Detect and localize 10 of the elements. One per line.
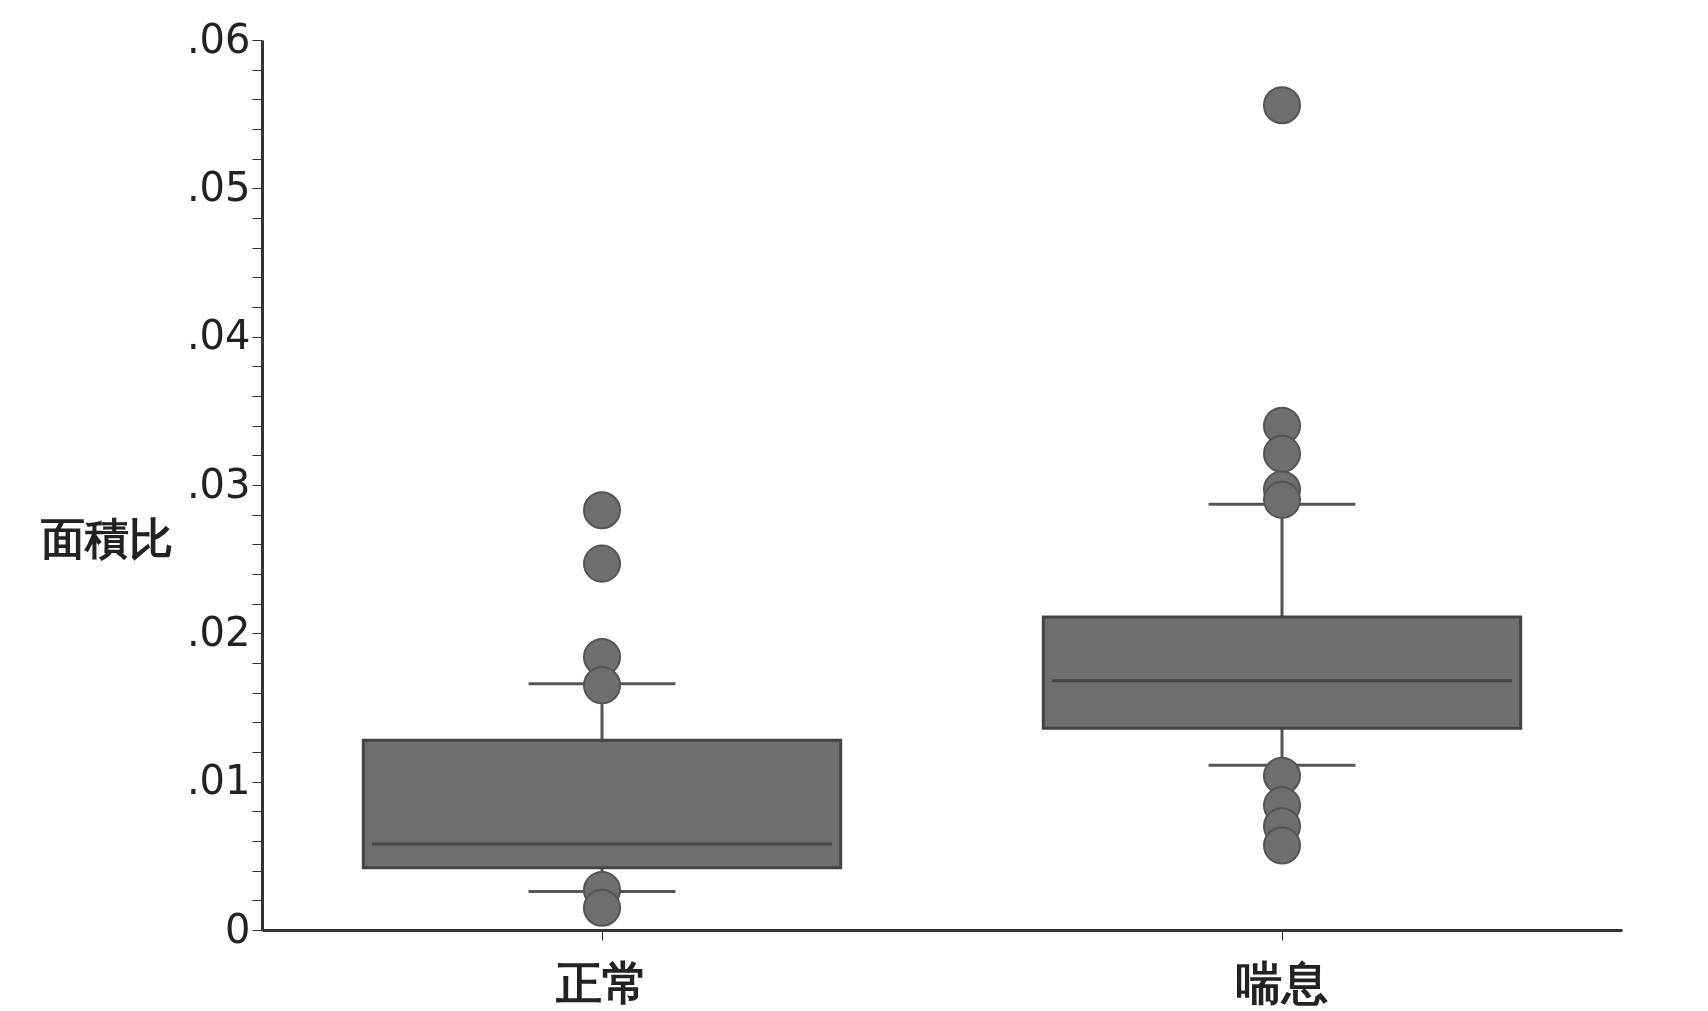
y-tick-label: .01 xyxy=(186,757,251,804)
y-tick-label: .04 xyxy=(186,312,251,359)
y-tick-label: 0 xyxy=(225,905,251,952)
y-tick-label: .05 xyxy=(186,163,251,210)
y-axis-title: 面積比 xyxy=(40,512,173,564)
y-tick-label: .06 xyxy=(186,15,251,62)
y-tick-label: .02 xyxy=(186,608,251,655)
y-tick-label: .03 xyxy=(186,460,251,507)
x-tick-label: 喘息 xyxy=(1236,955,1328,1010)
x-tick-label: 正常 xyxy=(556,955,648,1010)
